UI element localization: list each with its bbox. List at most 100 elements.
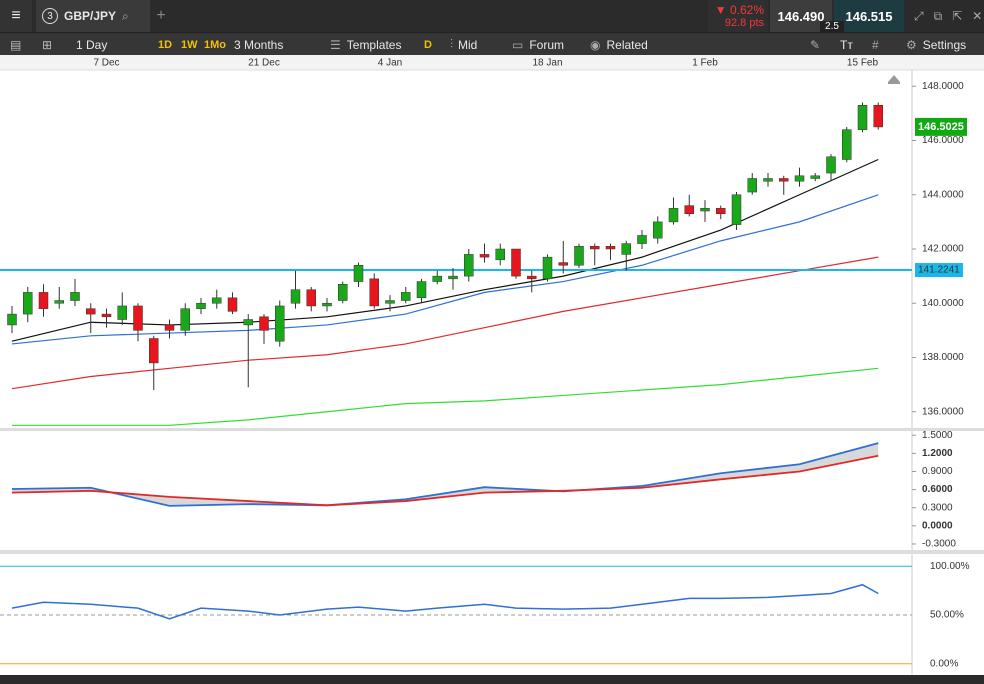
- candle-body: [164, 324, 175, 331]
- layout-icon[interactable]: ⊞: [42, 37, 53, 52]
- oscillator-label: 100.00%: [930, 561, 970, 572]
- candle-body: [196, 302, 206, 309]
- templates[interactable]: ☰ Templates: [330, 37, 402, 52]
- window-controls[interactable]: ⤢ ⧉ ⇱ ✕: [914, 8, 983, 24]
- candle-body: [338, 284, 348, 301]
- text-tool[interactable]: Tт: [840, 37, 853, 52]
- mid[interactable]: ⫶ Mid: [450, 37, 478, 52]
- date-label: 21 Dec: [248, 58, 280, 69]
- candle-body: [38, 292, 49, 309]
- candle-body: [149, 338, 159, 364]
- candle-body: [842, 129, 852, 160]
- change: ▼ 0.62%: [714, 3, 764, 17]
- current-price-tag: [915, 117, 967, 136]
- interval[interactable]: 1 Day: [76, 37, 108, 52]
- candle-body: [212, 297, 222, 304]
- panel-divider: [0, 550, 984, 554]
- candle-body: [794, 175, 805, 182]
- candle-body: [637, 235, 647, 244]
- price-label: 148.0000: [922, 81, 964, 92]
- candle-body: [747, 178, 757, 193]
- candle-body: [653, 221, 663, 239]
- symbol-tab[interactable]: 3 GBP/JPY ⌕: [36, 0, 150, 32]
- menu-button[interactable]: ≡: [0, 0, 32, 32]
- moving-average: [11, 256, 879, 390]
- candle-body: [7, 313, 17, 326]
- draw-icon[interactable]: ✎: [810, 37, 821, 52]
- settings[interactable]: ⚙ Settings: [906, 37, 967, 52]
- add-tab[interactable]: +: [156, 7, 166, 24]
- search-icon: ⌕: [122, 8, 129, 23]
- candle-body: [290, 289, 301, 304]
- bottom-bar: [0, 675, 984, 684]
- spread: 2.5: [820, 21, 844, 33]
- templates-label: Templates: [346, 37, 402, 52]
- macd-label: 1.2000: [922, 448, 953, 459]
- top-bar: ≡ 3 GBP/JPY ⌕ + ▼ 0.62% 92.8 pts 146.490…: [0, 0, 984, 33]
- forum-label: Forum: [529, 37, 565, 52]
- related-label: Related: [606, 37, 648, 52]
- buy-price[interactable]: 146.515: [834, 0, 904, 32]
- candle-body: [621, 243, 631, 255]
- date-label: 1 Feb: [692, 58, 718, 69]
- candle-body: [385, 300, 395, 304]
- range[interactable]: 3 Months: [234, 37, 284, 52]
- oscillator-label: 0.00%: [930, 658, 958, 669]
- quick-1d[interactable]: 1D: [158, 38, 173, 51]
- quick-1mo[interactable]: 1Mo: [204, 38, 226, 51]
- candle-body: [716, 208, 726, 214]
- candle-body: [353, 265, 364, 282]
- candle-body: [763, 178, 773, 182]
- grid-icon[interactable]: #: [872, 37, 879, 52]
- candle-body: [574, 246, 584, 266]
- price-label: 144.0000: [922, 189, 964, 200]
- symbol: GBP/JPY: [64, 9, 117, 23]
- price-label: 138.0000: [922, 352, 964, 363]
- candle-body: [511, 248, 521, 277]
- current-price-label: 146.5025: [918, 121, 964, 133]
- macd-label: 0.0000: [922, 520, 953, 531]
- macd-line: [11, 454, 879, 507]
- candle-body: [322, 302, 332, 307]
- price-label: 142.0000: [922, 244, 964, 255]
- candle-body: [731, 194, 742, 225]
- candle-body: [857, 105, 868, 130]
- candle-body: [133, 305, 143, 331]
- candle-body: [54, 300, 64, 304]
- candle-body: [227, 297, 238, 312]
- toolbar: ▤ ⊞ 1 Day 1D 1W 1Mo 3 Months ☰ Templates …: [0, 32, 984, 56]
- sell-price[interactable]: 146.490: [770, 0, 832, 32]
- candle-body: [432, 275, 442, 282]
- candle-body: [243, 319, 253, 326]
- related[interactable]: ◉ Related: [590, 37, 648, 52]
- macd-label: 0.3000: [922, 502, 953, 513]
- chart: 7 Dec 21 Dec 4 Jan 18 Jan 1 Feb 15 Feb 148.000…: [0, 55, 984, 684]
- candle-body: [779, 178, 789, 182]
- macd-label: 0.6000: [922, 484, 953, 495]
- forum[interactable]: ▭ Forum: [512, 37, 565, 52]
- date-label: 7 Dec: [93, 58, 119, 69]
- d-button[interactable]: D: [424, 38, 432, 51]
- candle-body: [369, 278, 379, 307]
- date-label: 15 Feb: [847, 58, 879, 69]
- macd-label: -0.3000: [922, 539, 956, 550]
- candle-body: [542, 256, 553, 280]
- price-label: 136.0000: [922, 406, 964, 417]
- candle-body: [86, 308, 96, 315]
- change-box: ▼ 0.62% 92.8 pts: [708, 0, 768, 32]
- change-pts: 92.8 pts: [724, 17, 764, 29]
- scroll-up-icon[interactable]: [888, 75, 900, 84]
- hline-label: 141.2241: [918, 265, 960, 276]
- candle-body: [401, 292, 411, 301]
- candle-body: [117, 305, 127, 320]
- mid-label: Mid: [458, 37, 478, 52]
- list-icon[interactable]: ▤: [10, 37, 22, 52]
- candle-body: [416, 281, 427, 299]
- candle-body: [306, 289, 316, 307]
- candle-body: [826, 156, 836, 174]
- price-label: 140.0000: [922, 298, 964, 309]
- oscillator-label: 50.00%: [930, 610, 964, 621]
- tab-number: 3: [42, 8, 58, 24]
- quick-1w[interactable]: 1W: [181, 38, 198, 51]
